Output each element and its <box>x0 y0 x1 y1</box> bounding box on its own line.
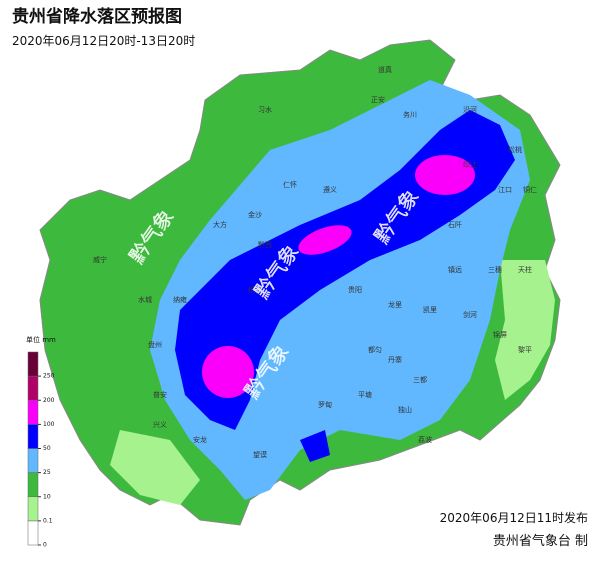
place-name: 纳雍 <box>173 295 187 304</box>
legend-tick-label: 100 <box>43 421 55 428</box>
place-name: 水城 <box>138 295 152 304</box>
legend-tick-label: 0 <box>43 542 47 549</box>
place-name: 正安 <box>371 95 385 104</box>
place-name: 丹寨 <box>388 355 402 364</box>
issuer: 贵州省气象台 制 <box>493 533 588 549</box>
place-name: 遵义 <box>323 185 337 194</box>
province-map <box>39 39 561 526</box>
place-name: 独山 <box>398 405 412 414</box>
place-name: 铜仁 <box>523 185 537 194</box>
place-name: 凯里 <box>423 305 437 314</box>
place-name: 剑河 <box>463 310 477 319</box>
place-name: 石阡 <box>448 220 462 229</box>
place-name: 望谟 <box>253 450 267 459</box>
place-name: 沿河 <box>463 105 477 114</box>
place-name: 都匀 <box>368 345 382 354</box>
legend-tick-label: 250 <box>43 373 55 380</box>
place-name: 兴义 <box>153 420 167 429</box>
region-magenta <box>298 225 352 255</box>
legend-swatch <box>27 375 39 401</box>
legend-swatch <box>27 496 39 522</box>
region-magenta <box>202 346 254 398</box>
legend-tick-label: 0.1 <box>43 517 53 524</box>
title: 贵州省降水落区预报图 <box>12 6 182 27</box>
place-name: 道真 <box>378 65 392 74</box>
place-name: 天柱 <box>518 265 532 274</box>
place-name: 黎平 <box>518 345 532 354</box>
place-name: 安龙 <box>193 435 207 444</box>
place-name: 织金 <box>248 285 262 294</box>
place-name: 罗甸 <box>318 400 332 409</box>
place-name: 镇远 <box>448 265 462 274</box>
place-name: 普安 <box>153 390 167 399</box>
legend-tick-label: 25 <box>43 469 51 476</box>
place-name: 仁怀 <box>283 180 297 189</box>
place-name: 江口 <box>498 186 512 194</box>
legend-swatch <box>27 424 39 449</box>
region-blue <box>175 110 515 462</box>
region-magenta <box>415 155 475 195</box>
place-name: 习水 <box>258 105 272 114</box>
place-name: 务川 <box>403 110 417 119</box>
issue-date: 2020年06月12日11时发布 <box>440 510 588 525</box>
place-name: 印江 <box>463 161 477 169</box>
legend-tick-label: 50 <box>43 445 51 452</box>
place-name: 大方 <box>213 220 227 229</box>
place-name: 三都 <box>413 376 427 384</box>
legend-tick-label: 200 <box>43 397 55 404</box>
place-name: 锦屏 <box>493 330 507 339</box>
legend-swatch <box>27 400 39 425</box>
place-name: 盘州 <box>148 340 162 349</box>
legend-unit: 单位 mm <box>26 335 56 344</box>
subtitle: 2020年06月12日20时-13日20时 <box>12 34 195 48</box>
place-name: 威宁 <box>93 255 107 264</box>
place-name: 黔西 <box>258 240 272 249</box>
place-name: 松桃 <box>508 145 522 154</box>
place-name: 三穗 <box>488 265 502 274</box>
legend-swatch <box>27 448 39 473</box>
legend-swatch <box>27 351 39 377</box>
place-name: 龙里 <box>388 300 402 309</box>
legend: 单位 mm 0 0.1 10 25 50 100 200 250 <box>26 335 56 549</box>
place-name: 贵阳 <box>348 285 362 294</box>
place-name: 平塘 <box>358 390 372 399</box>
place-name: 荔波 <box>418 435 432 444</box>
legend-swatch <box>27 520 39 546</box>
legend-tick-label: 10 <box>43 493 51 500</box>
place-name: 金沙 <box>248 210 262 219</box>
region-light-green <box>110 260 555 505</box>
legend-swatch <box>27 472 39 497</box>
